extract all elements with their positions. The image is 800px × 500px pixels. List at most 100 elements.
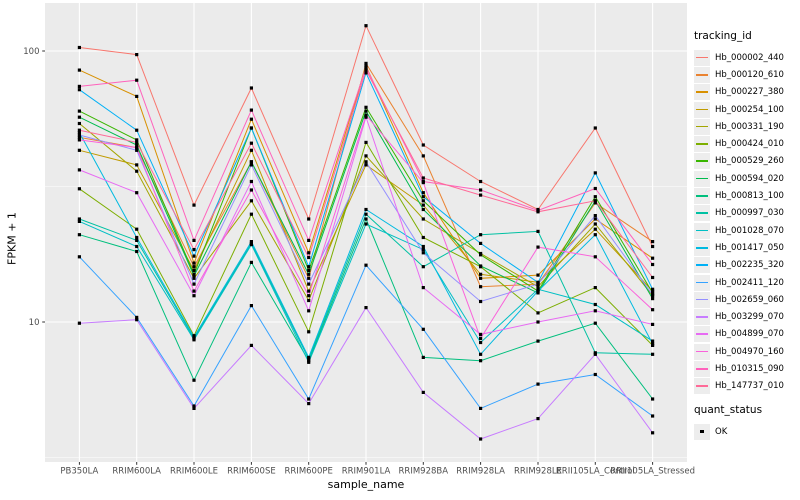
- legend-key-swatch: [694, 84, 710, 101]
- data-point: [593, 255, 597, 259]
- legend-item-label: Hb_002659_060: [715, 294, 784, 305]
- data-point: [135, 249, 139, 254]
- data-point: [421, 203, 425, 207]
- data-point: [651, 431, 655, 435]
- legend-line-icon: [696, 195, 708, 197]
- data-point: [249, 160, 253, 164]
- data-point: [192, 248, 196, 252]
- data-point: [421, 199, 425, 203]
- legend-item: Hb_000813_100: [694, 187, 798, 205]
- data-point: [307, 360, 311, 364]
- legend-key-swatch: [694, 326, 710, 343]
- data-point: [135, 318, 139, 322]
- legend-key-swatch: [694, 239, 710, 256]
- legend-key-swatch: [694, 136, 710, 153]
- x-tick-label: RRIM600LA: [112, 467, 161, 477]
- legend-line-icon: [696, 298, 708, 301]
- data-point: [536, 382, 540, 386]
- data-point: [77, 88, 81, 92]
- data-point: [135, 140, 139, 144]
- data-point: [479, 406, 483, 410]
- legend-item-label: Hb_002235_320: [715, 260, 784, 271]
- data-point: [249, 117, 253, 121]
- legend-item: Hb_001028_070: [694, 222, 798, 239]
- data-point: [651, 291, 655, 295]
- y-axis-title: FPKM + 1: [5, 212, 19, 265]
- data-point: [593, 352, 597, 356]
- x-tick-label: RRII105LA_Stressed: [610, 467, 695, 477]
- data-point: [364, 163, 368, 167]
- data-point: [249, 163, 253, 167]
- legend-item: Hb_000594_020: [694, 170, 798, 187]
- legend-line-icon: [696, 316, 708, 318]
- data-point: [364, 263, 368, 267]
- data-point: [479, 332, 483, 336]
- legend-item-label: Hb_147737_010: [715, 381, 784, 392]
- legend-key-swatch: [694, 360, 710, 377]
- data-point: [651, 256, 655, 260]
- legend-item: Hb_000120_610: [694, 66, 798, 83]
- data-point: [135, 163, 139, 167]
- data-point: [192, 261, 196, 265]
- legend-key-swatch: [694, 49, 710, 66]
- data-point: [421, 154, 425, 158]
- data-point: [135, 53, 139, 57]
- data-point: [77, 128, 81, 132]
- data-point: [593, 214, 597, 218]
- data-point: [135, 191, 139, 195]
- data-point: [249, 141, 253, 145]
- data-point: [479, 241, 483, 245]
- data-point: [192, 289, 196, 293]
- data-point: [536, 229, 540, 233]
- legend-item: Hb_000227_380: [694, 84, 798, 101]
- legend-line-icon: [696, 73, 708, 76]
- legend-item: Hb_003299_070: [694, 308, 798, 326]
- data-point: [364, 68, 368, 72]
- legend-item: Hb_000331_190: [694, 118, 798, 135]
- data-point: [77, 168, 81, 172]
- data-point: [593, 217, 597, 221]
- legend-line-icon: [696, 385, 708, 387]
- data-point: [364, 212, 368, 216]
- data-point: [307, 402, 311, 406]
- data-point: [421, 176, 425, 180]
- quant-legend-label: OK: [715, 426, 728, 437]
- quant-status-legend-items: OK: [694, 423, 798, 440]
- legend-line-icon: [696, 350, 708, 353]
- legend-item-label: Hb_000227_380: [715, 87, 784, 98]
- data-point: [192, 268, 196, 272]
- data-point: [593, 309, 597, 313]
- legend-item-label: Hb_004970_160: [715, 346, 784, 357]
- legend-key-swatch: [694, 274, 710, 291]
- legend-line-icon: [696, 91, 708, 93]
- data-point: [364, 140, 368, 144]
- data-point: [421, 235, 425, 240]
- data-point: [536, 291, 540, 295]
- data-point: [593, 222, 597, 226]
- data-point: [249, 212, 253, 216]
- data-point: [135, 138, 139, 142]
- data-point: [421, 191, 425, 195]
- legend-item-label: Hb_003299_070: [715, 312, 784, 323]
- data-point: [307, 265, 311, 269]
- data-point: [77, 133, 81, 137]
- data-point: [249, 260, 253, 264]
- data-point: [77, 135, 81, 139]
- data-point: [479, 340, 483, 345]
- data-point: [593, 227, 597, 231]
- data-point: [364, 160, 368, 164]
- data-point: [135, 169, 139, 173]
- data-point: [536, 320, 540, 324]
- legend-line-icon: [696, 246, 708, 249]
- data-point: [77, 121, 81, 126]
- data-point: [593, 199, 597, 203]
- data-point: [249, 108, 253, 112]
- data-point: [651, 339, 655, 343]
- data-point: [249, 179, 253, 184]
- data-point: [77, 217, 81, 221]
- data-point: [479, 359, 483, 363]
- data-point: [536, 280, 540, 284]
- data-point: [593, 171, 597, 175]
- data-point: [77, 321, 81, 325]
